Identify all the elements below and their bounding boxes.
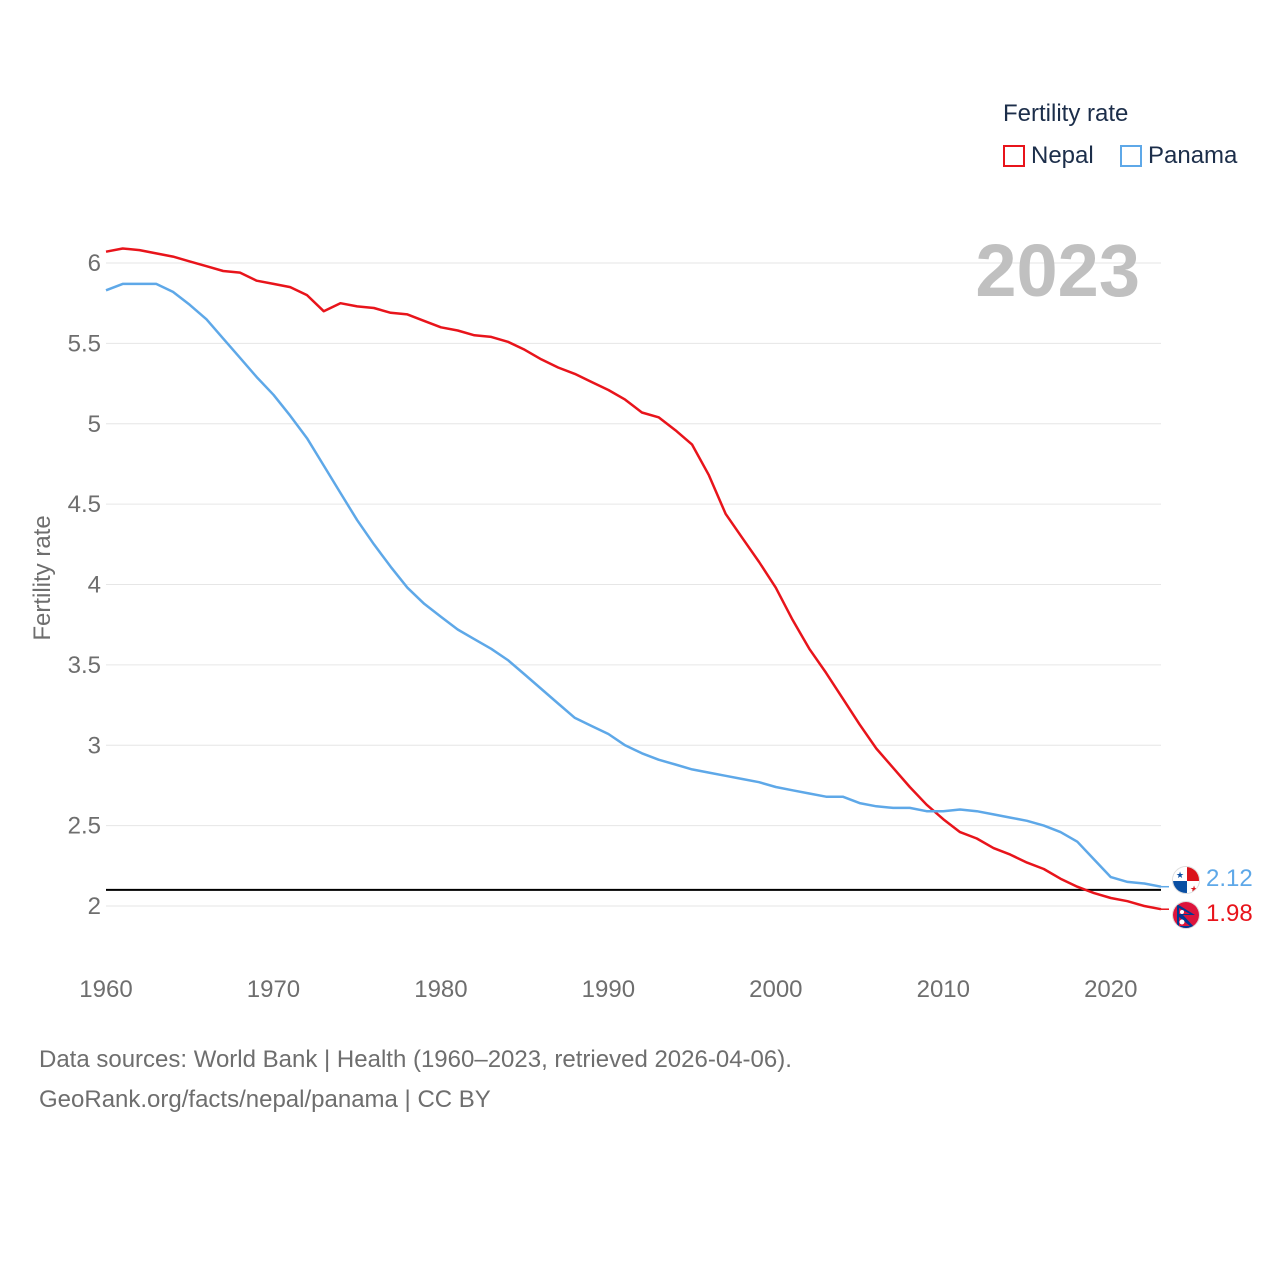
y-tick-label: 2 bbox=[88, 893, 101, 920]
x-tick-label: 1960 bbox=[79, 976, 132, 1003]
legend-swatch-nepal bbox=[1003, 145, 1025, 167]
legend-swatch-panama bbox=[1120, 145, 1142, 167]
panama-end-value: 2.12 bbox=[1206, 865, 1253, 892]
nepal-end-value: 1.98 bbox=[1206, 900, 1253, 927]
nepal-flag-icon bbox=[1172, 901, 1200, 929]
x-tick-label: 2010 bbox=[917, 976, 970, 1003]
x-tick-label: 1970 bbox=[247, 976, 300, 1003]
legend-label-nepal: Nepal bbox=[1031, 142, 1094, 169]
series-line-nepal[interactable] bbox=[105, 247, 1162, 911]
y-tick-label: 2.5 bbox=[68, 813, 101, 840]
x-axis-ticks: 1960 1970 1980 1990 2000 2010 2020 bbox=[79, 976, 1137, 1003]
svg-text:★: ★ bbox=[1176, 870, 1184, 880]
y-tick-label: 5.5 bbox=[68, 330, 101, 357]
legend-title: Fertility rate bbox=[1003, 100, 1129, 127]
x-tick-label: 2020 bbox=[1084, 976, 1137, 1003]
year-label: 2023 bbox=[975, 229, 1140, 312]
y-tick-label: 3.5 bbox=[68, 652, 101, 679]
y-axis-label: Fertility rate bbox=[29, 515, 56, 640]
y-tick-label: 6 bbox=[88, 250, 101, 277]
panama-flag-icon: ★ ★ bbox=[1172, 866, 1200, 894]
y-axis-ticks: 2 2.5 3 3.5 4 4.5 5 5.5 6 bbox=[68, 250, 101, 920]
series-lines bbox=[105, 247, 1169, 911]
y-tick-label: 4.5 bbox=[68, 491, 101, 518]
x-tick-label: 1990 bbox=[582, 976, 635, 1003]
legend-label-panama: Panama bbox=[1148, 142, 1238, 169]
svg-text:★: ★ bbox=[1190, 884, 1198, 894]
grid-lines bbox=[106, 262, 1161, 907]
y-tick-label: 3 bbox=[88, 732, 101, 759]
y-tick-label: 4 bbox=[88, 572, 101, 599]
y-tick-label: 5 bbox=[88, 411, 101, 438]
legend-item-panama[interactable]: Panama bbox=[1120, 142, 1237, 170]
legend-item-nepal[interactable]: Nepal bbox=[1003, 142, 1094, 170]
series-line-panama[interactable] bbox=[105, 282, 1162, 888]
footer-credit[interactable]: GeoRank.org/facts/nepal/panama | CC BY bbox=[39, 1086, 491, 1113]
x-tick-label: 1980 bbox=[414, 976, 467, 1003]
footer-source: Data sources: World Bank | Health (1960–… bbox=[39, 1046, 792, 1073]
x-tick-label: 2000 bbox=[749, 976, 802, 1003]
